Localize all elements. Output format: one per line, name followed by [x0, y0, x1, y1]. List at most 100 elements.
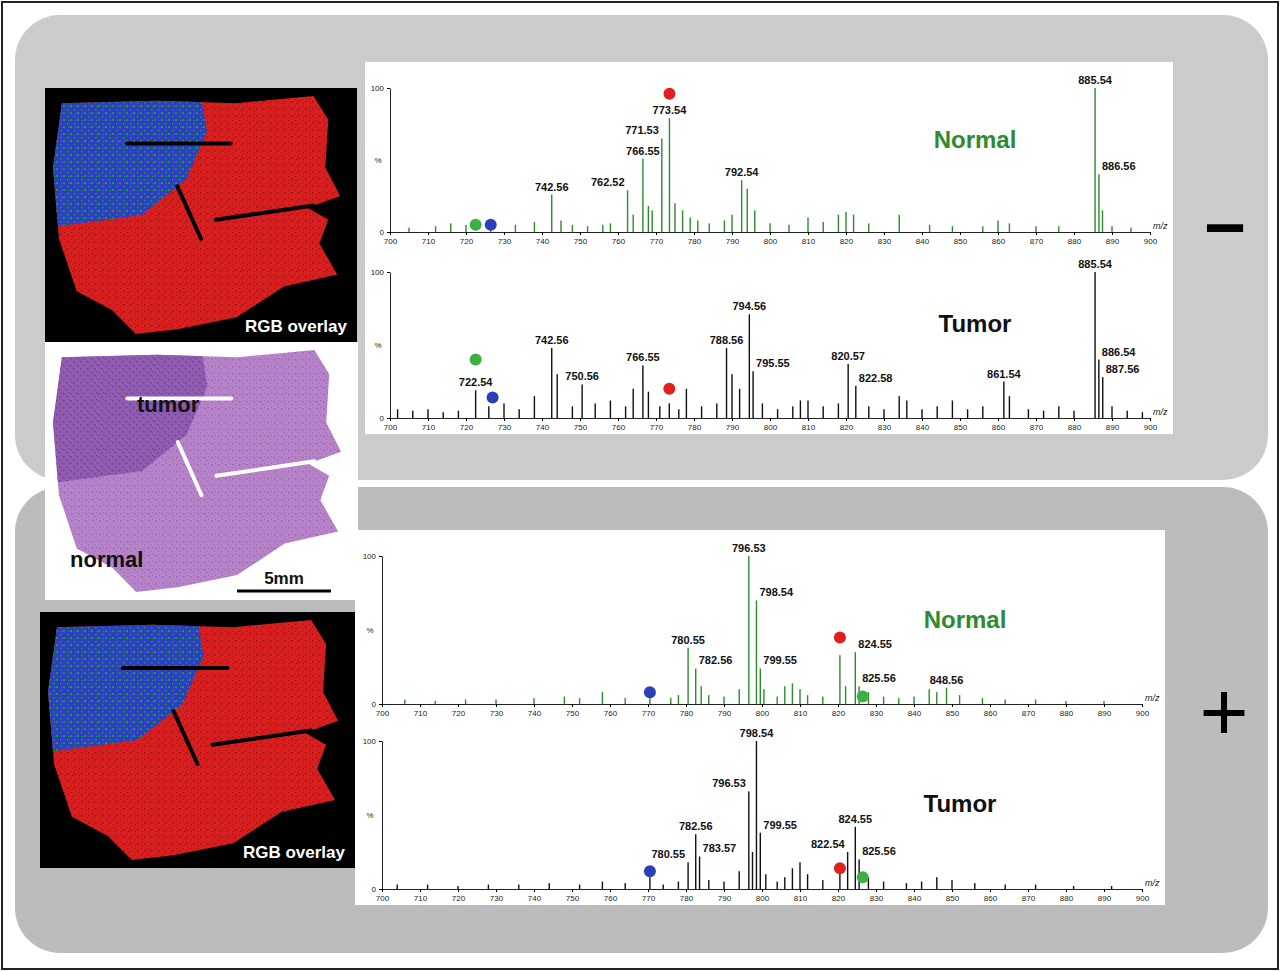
tumor-region [53, 96, 207, 227]
peak [967, 409, 968, 418]
peak [709, 223, 710, 232]
peak [822, 697, 823, 704]
x-tick-label: 780 [688, 423, 702, 432]
x-tick-label: 710 [414, 709, 428, 718]
x-tick: 840 [908, 889, 922, 903]
peak [534, 396, 535, 418]
x-tick: 830 [878, 232, 892, 246]
peak [788, 225, 789, 232]
x-tick-mark [504, 232, 505, 235]
x-tick-mark [686, 704, 687, 707]
x-tick: 800 [756, 889, 770, 903]
x-axis: 7007107207307407507607707807908008108208… [384, 418, 1158, 432]
x-tick-label: 830 [878, 423, 892, 432]
peak [777, 882, 778, 889]
peak [495, 700, 496, 704]
x-tick-label: 740 [536, 237, 550, 246]
x-tick-mark [922, 418, 923, 421]
peak [435, 226, 436, 232]
tissue-crack [216, 205, 314, 219]
peak [853, 215, 854, 232]
peak [1073, 411, 1074, 418]
x-tick: 710 [422, 418, 436, 432]
x-tick-mark [800, 889, 801, 892]
y-axis-title: % [366, 811, 373, 820]
peak [847, 852, 848, 889]
peak-label: 780.55 [651, 848, 685, 860]
peak [951, 880, 952, 889]
x-tick-mark [466, 418, 467, 421]
x-tick-label: 800 [764, 237, 778, 246]
x-tick-mark [466, 232, 467, 235]
tissue-crack [178, 442, 202, 495]
x-tick-label: 890 [1106, 423, 1120, 432]
peak [610, 223, 611, 232]
peak [557, 374, 558, 418]
x-tick: 860 [984, 889, 998, 903]
x-tick-label: 850 [954, 237, 968, 246]
peaks [404, 556, 1105, 704]
peak [1127, 411, 1128, 418]
peak [760, 668, 761, 704]
channel-markers [644, 862, 869, 883]
x-tick: 770 [650, 232, 664, 246]
x-tick-label: 700 [384, 423, 398, 432]
peak [792, 868, 793, 889]
peak [687, 862, 688, 889]
peak [682, 210, 683, 232]
peak [670, 698, 671, 704]
ion-mode-sign: + [1199, 664, 1248, 758]
peak [427, 885, 428, 889]
peak [1058, 406, 1059, 418]
x-tick: 700 [384, 418, 398, 432]
peak-label: 825.56 [862, 672, 896, 684]
x-tick-mark [504, 418, 505, 421]
spectrum-title: Normal [924, 606, 1007, 633]
peak-labels: 885.54794.56742.56788.56886.54820.57766.… [459, 258, 1140, 388]
x-tick-label: 730 [498, 237, 512, 246]
x-tick-label: 760 [612, 237, 626, 246]
peak [458, 411, 459, 418]
peak [435, 701, 436, 704]
peak-label: 742.56 [535, 181, 569, 193]
x-tick-label: 890 [1098, 894, 1112, 903]
peak [648, 392, 649, 418]
x-tick: 790 [726, 418, 740, 432]
x-tick: 730 [498, 232, 512, 246]
x-tick-label: 800 [756, 894, 770, 903]
peak [699, 856, 700, 889]
peak [838, 215, 839, 232]
peak [412, 411, 413, 418]
x-tick: 840 [916, 418, 930, 432]
peak [633, 389, 634, 418]
x-tick: 890 [1098, 704, 1112, 718]
peak-label: 766.55 [626, 351, 660, 363]
peak [792, 406, 793, 418]
x-tick-mark [1142, 889, 1143, 892]
peak [551, 195, 552, 232]
x-tick-mark [1028, 889, 1029, 892]
x-tick: 880 [1068, 418, 1082, 432]
x-tick: 810 [802, 232, 816, 246]
y-axis-line [390, 273, 391, 419]
x-tick-mark [1112, 232, 1113, 235]
peak [883, 882, 884, 889]
spectrum-box-0 [365, 62, 1173, 434]
x-tick-label: 730 [490, 894, 504, 903]
x-tick-mark [998, 418, 999, 421]
peak [756, 741, 757, 889]
spectrum-title: Tumor [939, 310, 1012, 337]
peak [799, 862, 800, 889]
peak [1102, 377, 1103, 418]
peak [397, 885, 398, 889]
peak [723, 697, 724, 704]
x-tick-label: 900 [1136, 709, 1150, 718]
x-tick-mark [496, 889, 497, 892]
x-tick-label: 870 [1022, 894, 1036, 903]
region-label: normal [70, 547, 143, 572]
x-tick-mark [1104, 704, 1105, 707]
peak [465, 700, 466, 704]
peak [747, 189, 748, 232]
peak [763, 689, 764, 704]
peak [952, 226, 953, 232]
